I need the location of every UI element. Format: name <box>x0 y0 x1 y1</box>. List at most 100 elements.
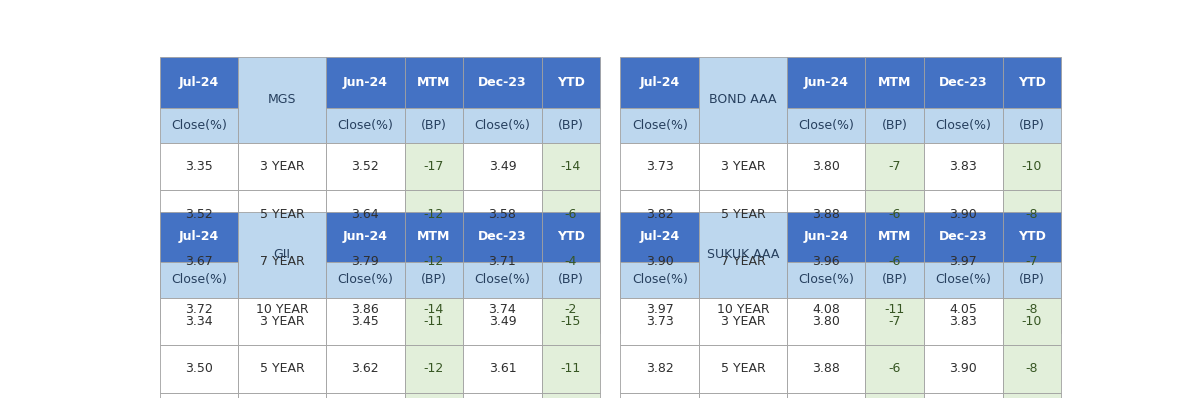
Bar <box>463 238 542 285</box>
Text: Close(%): Close(%) <box>171 273 227 287</box>
Bar <box>787 238 866 285</box>
Text: 3.82: 3.82 <box>646 207 674 220</box>
Bar <box>326 285 404 333</box>
Text: 3.74: 3.74 <box>489 302 516 316</box>
Text: Close(%): Close(%) <box>631 119 687 132</box>
Text: -7: -7 <box>888 315 901 328</box>
Text: 3.49: 3.49 <box>489 315 516 328</box>
Bar <box>326 298 404 345</box>
Bar <box>463 392 542 398</box>
Bar <box>866 262 924 298</box>
Text: 3.90: 3.90 <box>949 207 977 220</box>
Text: -8: -8 <box>1025 302 1038 316</box>
Text: -12: -12 <box>423 255 443 268</box>
Text: 3.96: 3.96 <box>812 255 839 268</box>
Bar <box>159 190 239 238</box>
Text: 3.80: 3.80 <box>812 160 839 173</box>
Text: Jul-24: Jul-24 <box>178 230 219 244</box>
Text: -11: -11 <box>885 302 905 316</box>
Text: 5 YEAR: 5 YEAR <box>721 207 766 220</box>
Text: -8: -8 <box>1025 207 1038 220</box>
Bar <box>699 190 787 238</box>
Bar <box>1002 57 1061 107</box>
Text: 3 YEAR: 3 YEAR <box>721 160 766 173</box>
Text: Close(%): Close(%) <box>338 273 394 287</box>
Bar <box>866 190 924 238</box>
Bar <box>159 392 239 398</box>
Text: 3.97: 3.97 <box>646 302 674 316</box>
Bar <box>404 238 463 285</box>
Text: 3.79: 3.79 <box>352 255 379 268</box>
Bar <box>1002 262 1061 298</box>
Text: Jul-24: Jul-24 <box>640 76 680 89</box>
Bar <box>621 238 699 285</box>
Text: MTM: MTM <box>417 230 451 244</box>
Text: 3.72: 3.72 <box>185 302 213 316</box>
Text: Dec-23: Dec-23 <box>478 76 527 89</box>
Bar <box>699 143 787 190</box>
Bar <box>542 57 600 107</box>
Text: Close(%): Close(%) <box>474 273 530 287</box>
Text: BOND AAA: BOND AAA <box>709 94 776 106</box>
Text: 4.05: 4.05 <box>949 302 977 316</box>
Text: (BP): (BP) <box>1019 273 1045 287</box>
Text: 3.83: 3.83 <box>949 160 977 173</box>
Bar <box>404 298 463 345</box>
Bar <box>542 298 600 345</box>
Bar <box>326 57 404 107</box>
Bar <box>463 285 542 333</box>
Bar <box>239 190 326 238</box>
Text: 3.97: 3.97 <box>949 255 977 268</box>
Text: 5 YEAR: 5 YEAR <box>260 362 304 375</box>
Text: (BP): (BP) <box>882 273 907 287</box>
Bar <box>621 298 699 345</box>
Bar <box>404 190 463 238</box>
Bar <box>621 212 699 262</box>
Bar <box>621 57 699 107</box>
Bar <box>699 238 787 285</box>
Bar <box>621 345 699 392</box>
Text: 3.52: 3.52 <box>185 207 213 220</box>
Bar <box>1002 238 1061 285</box>
Bar <box>159 285 239 333</box>
Text: MTM: MTM <box>877 230 911 244</box>
Text: -4: -4 <box>565 255 577 268</box>
Text: 3.58: 3.58 <box>489 207 516 220</box>
Bar <box>1002 392 1061 398</box>
Bar <box>404 345 463 392</box>
Bar <box>404 57 463 107</box>
Bar <box>1002 212 1061 262</box>
Text: 3.64: 3.64 <box>352 207 379 220</box>
Bar <box>326 190 404 238</box>
Bar <box>326 392 404 398</box>
Text: MTM: MTM <box>417 76 451 89</box>
Bar <box>621 262 699 298</box>
Bar <box>159 238 239 285</box>
Text: (BP): (BP) <box>421 273 447 287</box>
Bar <box>542 238 600 285</box>
Text: 3 YEAR: 3 YEAR <box>721 315 766 328</box>
Text: YTD: YTD <box>1018 230 1045 244</box>
Text: -12: -12 <box>423 362 443 375</box>
Text: -10: -10 <box>1021 315 1042 328</box>
Bar <box>239 285 326 333</box>
Text: Close(%): Close(%) <box>936 273 992 287</box>
Text: 3.34: 3.34 <box>185 315 213 328</box>
Bar <box>542 345 600 392</box>
Text: Jun-24: Jun-24 <box>342 76 388 89</box>
Text: 3.67: 3.67 <box>185 255 213 268</box>
Text: Close(%): Close(%) <box>936 119 992 132</box>
Text: -12: -12 <box>423 207 443 220</box>
Bar <box>463 143 542 190</box>
Bar <box>239 238 326 285</box>
Text: 5 YEAR: 5 YEAR <box>721 362 766 375</box>
Bar <box>159 262 239 298</box>
Text: -6: -6 <box>565 207 577 220</box>
Bar <box>542 262 600 298</box>
Text: -6: -6 <box>888 255 901 268</box>
Bar <box>924 345 1002 392</box>
Text: 10 YEAR: 10 YEAR <box>717 302 769 316</box>
Bar <box>326 262 404 298</box>
Text: Dec-23: Dec-23 <box>939 76 988 89</box>
Text: Close(%): Close(%) <box>338 119 394 132</box>
